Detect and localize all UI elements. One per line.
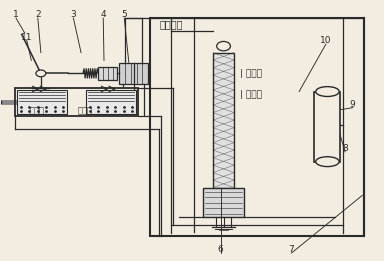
Text: 8: 8 (342, 144, 348, 153)
Text: 低速档: 低速档 (77, 106, 93, 115)
Bar (86, 90, 136, 114)
Text: | 低速档: | 低速档 (240, 90, 262, 99)
Text: 1: 1 (13, 10, 19, 20)
Text: 4: 4 (101, 10, 106, 20)
Bar (213, 53, 234, 188)
Circle shape (36, 70, 46, 77)
Text: 3: 3 (71, 10, 76, 20)
Text: 5: 5 (121, 10, 127, 20)
Text: 接离合器: 接离合器 (159, 19, 183, 29)
Ellipse shape (316, 157, 339, 167)
Bar (17, 90, 67, 114)
Text: 9: 9 (350, 100, 356, 109)
Text: 2: 2 (35, 10, 41, 20)
Text: 7: 7 (289, 245, 295, 254)
Bar (119, 63, 148, 84)
Bar (15, 88, 138, 116)
Circle shape (217, 41, 230, 51)
Ellipse shape (316, 87, 339, 97)
Bar (150, 17, 364, 236)
Text: 11: 11 (21, 33, 33, 41)
Text: 6: 6 (218, 245, 223, 254)
Text: 10: 10 (320, 37, 332, 45)
Bar (314, 92, 341, 162)
Bar (204, 188, 244, 217)
Bar (98, 67, 118, 80)
Text: | 高速档: | 高速档 (240, 69, 262, 78)
Text: 高速档: 高速档 (30, 106, 45, 115)
